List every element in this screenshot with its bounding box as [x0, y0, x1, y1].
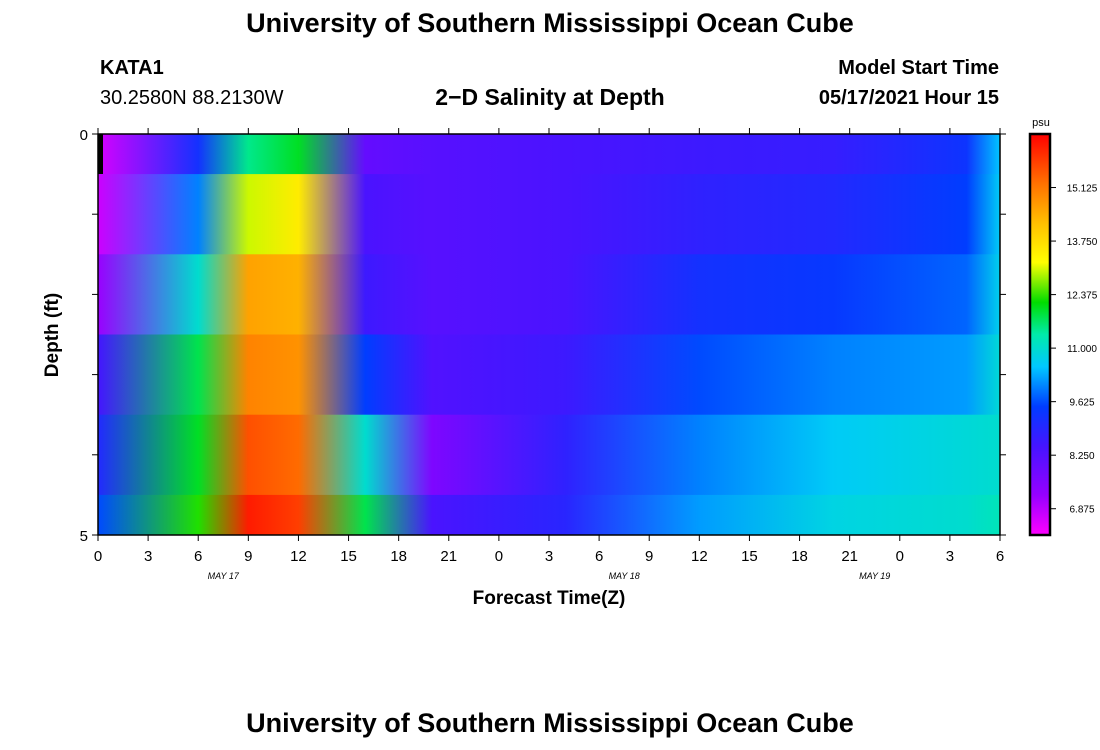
x-tick-label: 9 [645, 548, 653, 565]
date-label: MAY 17 [208, 571, 240, 581]
colorbar-tick-label: 13.750 [1067, 237, 1098, 248]
x-tick-label: 0 [94, 548, 102, 565]
x-tick-label: 21 [841, 548, 858, 565]
colorbar-tick-label: 12.375 [1067, 291, 1098, 302]
x-tick-label: 6 [194, 548, 202, 565]
x-tick-label: 0 [896, 548, 904, 565]
colorbar-unit: psu [1032, 117, 1050, 129]
x-tick-label: 3 [545, 548, 553, 565]
y-axis-label: Depth (ft) [42, 293, 63, 377]
x-tick-label: 15 [741, 548, 758, 565]
heatmap-row-depth-1 [98, 174, 1000, 255]
x-tick-label: 6 [595, 548, 603, 565]
station-coords: 30.2580N 88.2130W [100, 87, 284, 109]
x-tick-label: 6 [996, 548, 1004, 565]
colorbar-ticks: 6.875 8.250 9.625 11.000 12.375 13.750 15.125 [1050, 184, 1098, 516]
x-tick-label: 15 [340, 548, 357, 565]
colorbar-tick-label: 8.250 [1069, 451, 1094, 462]
x-tick-label: 3 [946, 548, 954, 565]
station-id: KATA1 [100, 57, 164, 79]
x-tick-label: 9 [244, 548, 252, 565]
y-axis: 05 [80, 127, 1006, 545]
footer-title: University of Southern Mississippi Ocean… [246, 708, 854, 738]
date-label: MAY 19 [859, 571, 890, 581]
heatmap-row-depth-2 [98, 254, 1000, 335]
colorbar-tick-label: 11.000 [1067, 344, 1097, 355]
x-tick-label: 3 [144, 548, 152, 565]
chart-subtitle: 2−D Salinity at Depth [435, 84, 665, 110]
x-tick-label: 12 [290, 548, 307, 565]
heatmap-row-depth-4 [98, 414, 1000, 496]
y-tick-label: 5 [80, 528, 88, 545]
colorbar-tick-label: 9.625 [1069, 398, 1094, 409]
heatmap-row-depth-0 [98, 134, 1000, 175]
y-tick-label: 0 [80, 127, 88, 144]
x-axis-label: Forecast Time(Z) [473, 588, 626, 609]
salinity-depth-chart: 0 3 6 9 12 15 18 21 0 3 6 9 12 15 18 21 0 3 6 MAY 17 MAY 18 M… [42, 117, 1098, 609]
model-start-label: Model Start Time [838, 57, 999, 79]
heatmap-rows [98, 134, 1000, 536]
colorbar-tick-label: 15.125 [1067, 184, 1098, 195]
heatmap-row-depth-3 [98, 334, 1000, 416]
page-title: University of Southern Mississippi Ocean… [246, 8, 854, 38]
x-tick-label: 18 [791, 548, 808, 565]
x-tick-label: 21 [440, 548, 457, 565]
x-tick-label: 18 [390, 548, 407, 565]
model-start-value: 05/17/2021 Hour 15 [818, 87, 999, 109]
heatmap-row-depth-5 [98, 494, 1000, 536]
x-tick-label: 12 [691, 548, 708, 565]
x-axis: 0 3 6 9 12 15 18 21 0 3 6 9 12 15 18 21 0 3 6 MAY 17 MAY 18 M… [94, 128, 1004, 581]
start-marker [98, 134, 103, 174]
colorbar-tick-label: 6.875 [1069, 505, 1094, 516]
colorbar [1028, 132, 1052, 537]
date-label: MAY 18 [609, 571, 640, 581]
x-tick-label: 0 [495, 548, 503, 565]
